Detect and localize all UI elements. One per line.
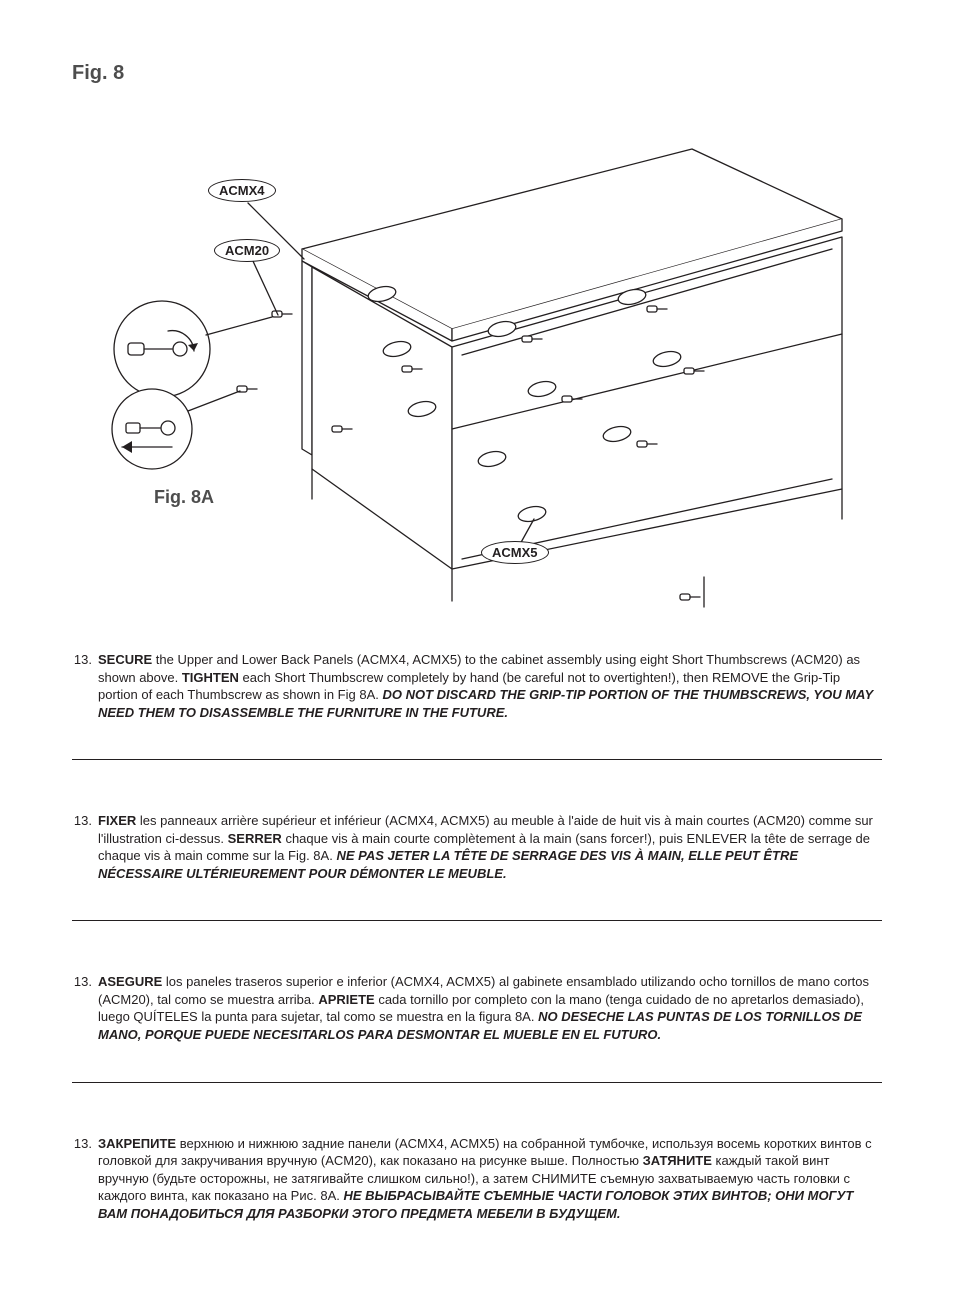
figure-subtitle: Fig. 8A (154, 487, 214, 508)
step-text-en: SECURE the Upper and Lower Back Panels (… (98, 651, 882, 721)
divider (72, 1082, 882, 1083)
step-text-es: ASEGURE los paneles traseros superior e … (98, 973, 882, 1043)
step-text-fr: FIXER les panneaux arrière supérieur et … (98, 812, 882, 882)
step-ru: 13. ЗАКРЕПИТЕ верхнюю и нижнюю задние па… (72, 1135, 882, 1223)
step-number-ru: 13. (72, 1135, 98, 1223)
step-fr: 13. FIXER les panneaux arrière supérieur… (72, 812, 882, 921)
assembly-diagram: ACMX4 ACM20 ACMX5 Fig. 8A (72, 99, 882, 619)
lead-fr: FIXER (98, 813, 136, 828)
divider (72, 920, 882, 921)
page: Fig. 8 (72, 62, 882, 1222)
step-en: 13. SECURE the Upper and Lower Back Pane… (72, 651, 882, 760)
step-text-ru: ЗАКРЕПИТЕ верхнюю и нижнюю задние панели… (98, 1135, 882, 1223)
step-number-fr: 13. (72, 812, 98, 882)
step-number-en: 13. (72, 651, 98, 721)
step-number-es: 13. (72, 973, 98, 1043)
tighten-en: TIGHTEN (182, 670, 239, 685)
divider (72, 759, 882, 760)
step-es: 13. ASEGURE los paneles traseros superio… (72, 973, 882, 1082)
lead-es: ASEGURE (98, 974, 162, 989)
lead-ru: ЗАКРЕПИТЕ (98, 1136, 176, 1151)
lead-en: SECURE (98, 652, 152, 667)
tighten-ru: ЗАТЯНИТЕ (643, 1153, 712, 1168)
callout-acm20: ACM20 (214, 239, 280, 262)
callout-acmx5: ACMX5 (481, 541, 549, 564)
tighten-fr: SERRER (228, 831, 282, 846)
tighten-es: APRIETE (318, 992, 374, 1007)
callout-acmx4: ACMX4 (208, 179, 276, 202)
furniture-line-art (72, 99, 882, 619)
figure-title: Fig. 8 (72, 62, 882, 85)
